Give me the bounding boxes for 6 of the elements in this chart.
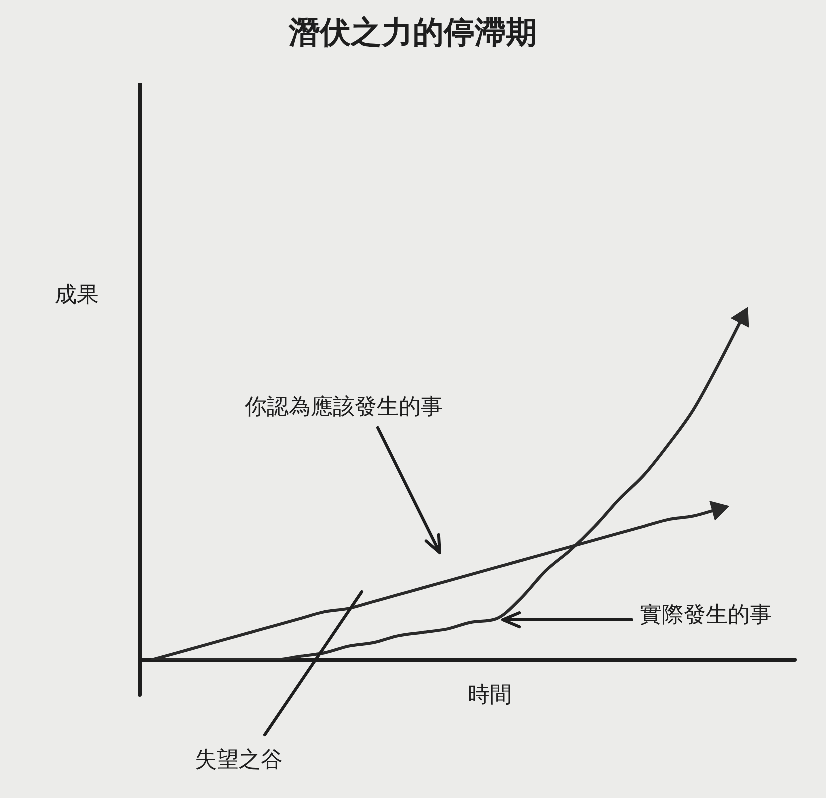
- chart-title: 潛伏之力的停滯期: [288, 14, 538, 53]
- x-axis-title: 時間: [468, 682, 512, 710]
- annotation: 你認為應該發生的事: [245, 394, 443, 422]
- y-axis-title: 成果: [55, 282, 99, 310]
- text: 失望之谷: [195, 747, 283, 775]
- annotation: 實際發生的事: [640, 602, 772, 630]
